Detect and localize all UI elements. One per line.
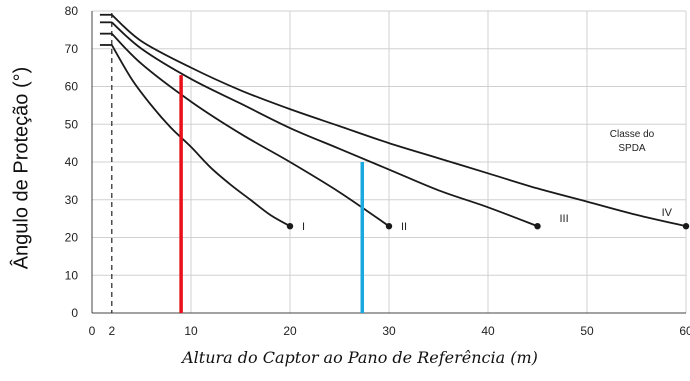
- x-tick-label: 10: [184, 324, 198, 338]
- x-tick-label: 30: [382, 324, 396, 338]
- series-endpoint-I: [286, 222, 294, 230]
- y-tick-label: 40: [65, 155, 79, 169]
- series-endpoint-III: [534, 222, 541, 230]
- x-tick-label: 20: [283, 324, 297, 338]
- y-tick-label: 80: [65, 4, 79, 18]
- series-label-I: I: [302, 221, 305, 233]
- legend-title-line1: Classe do: [610, 129, 655, 140]
- y-tick-label: 30: [65, 193, 79, 207]
- series-line-IV: [111, 14, 687, 228]
- x-tick-label: 40: [481, 324, 495, 338]
- series-line-II: [111, 33, 390, 227]
- x-tick-label: 50: [580, 324, 594, 338]
- y-tick-label: 0: [71, 306, 78, 320]
- series-label-IV: IV: [662, 207, 673, 219]
- x-tick-label: 0: [89, 324, 96, 338]
- series-line-I: [111, 44, 291, 227]
- series-line-III: [111, 21, 538, 228]
- y-tick-label: 20: [65, 231, 79, 245]
- y-axis-label: Ângulo de Proteção (°): [10, 66, 33, 270]
- x-tick-label: 2: [108, 324, 115, 338]
- x-axis-label: Altura do Captor ao Pano de Referência (…: [182, 348, 538, 367]
- y-tick-label: 50: [65, 117, 79, 131]
- series-endpoint-II: [385, 222, 393, 230]
- x-tick-label: 60: [679, 324, 690, 338]
- y-tick-label: 60: [65, 80, 79, 94]
- y-tick-label: 70: [65, 42, 79, 56]
- series-label-II: II: [401, 221, 407, 233]
- series-endpoint-IV: [682, 222, 690, 230]
- series-label-III: III: [560, 213, 569, 225]
- y-tick-label: 10: [65, 268, 79, 282]
- legend-title-line2: SPDA: [618, 143, 646, 154]
